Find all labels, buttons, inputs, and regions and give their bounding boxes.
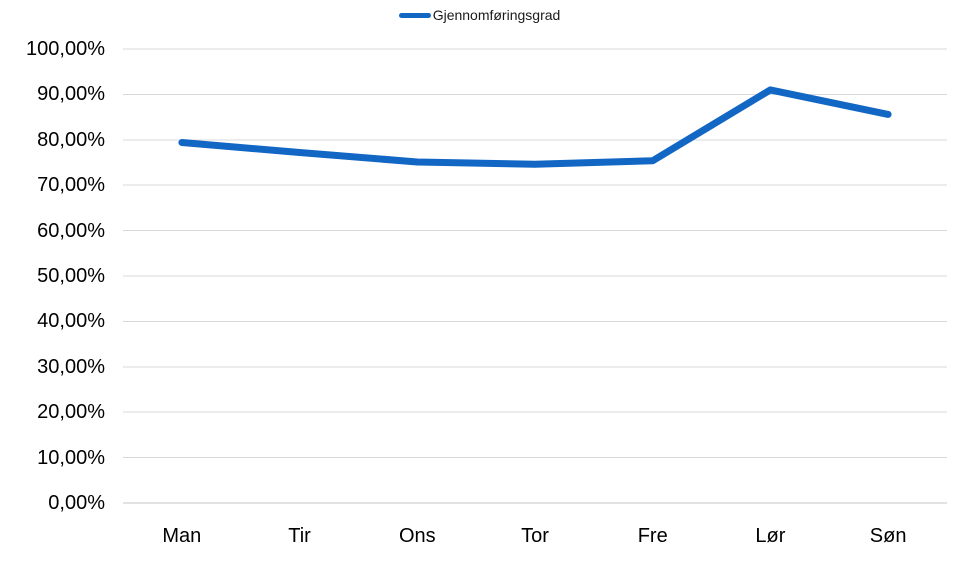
series-line [178,86,892,168]
y-tick-label: 50,00% [37,265,105,287]
x-tick-label: Tor [521,525,549,547]
y-tick-label: 70,00% [37,174,105,197]
y-tick-label: 10,00% [37,446,105,469]
y-tick-label: 20,00% [37,401,105,424]
y-tick-label: 80,00% [37,128,105,151]
y-tick-label: 40,00% [37,310,105,333]
legend-label: Gjennomføringsgrad [432,7,561,23]
y-tick-label: 60,00% [37,219,105,242]
x-tick-label: Lør [755,525,786,547]
y-tick-label: 30,00% [37,355,105,378]
x-tick-label: Søn [869,525,907,547]
y-tick-label: 0,00% [48,492,105,514]
x-tick-label: Fre [637,525,668,547]
x-tick-label: Man [162,525,202,547]
x-tick-label: Tir [288,525,311,547]
chart-legend: Gjennomføringsgrad [0,7,959,24]
x-tick-label: Ons [398,525,436,547]
y-tick-label: 90,00% [37,83,105,106]
y-tick-label: 100,00% [26,38,105,60]
legend-line-marker-icon [398,13,431,18]
